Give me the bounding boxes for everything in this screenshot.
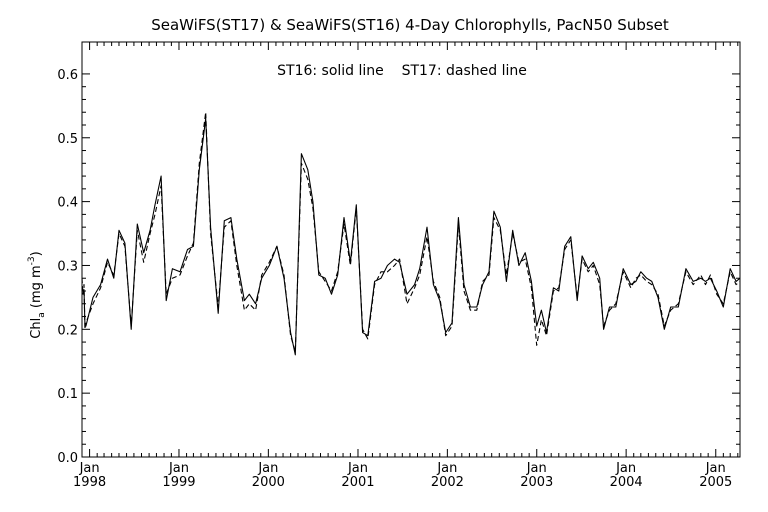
- x-tick-year-label: 2004: [610, 475, 643, 490]
- y-axis-label-units: (mg m: [29, 265, 44, 312]
- x-tick-month-label: Jan: [526, 461, 547, 476]
- plot-frame: [81, 41, 741, 458]
- y-axis-label: Chla (mg m-3): [27, 251, 47, 338]
- x-tick-year-label: 2001: [341, 475, 374, 490]
- legend-annotation: ST16: solid line ST17: dashed line: [277, 63, 527, 79]
- x-tick-month-label: Jan: [79, 461, 100, 476]
- plot-border: [81, 41, 741, 458]
- y-axis-label-close: ): [29, 251, 44, 256]
- y-tick-label: 0.5: [57, 132, 78, 147]
- y-tick-label: 0.0: [57, 451, 78, 466]
- x-tick-month-label: Jan: [257, 461, 278, 476]
- x-tick-year-label: 1998: [73, 475, 106, 490]
- series-line-st16: [81, 118, 741, 356]
- y-tick-label: 0.6: [57, 68, 78, 83]
- x-tick-month-label: Jan: [347, 461, 368, 476]
- y-tick-label: 0.4: [57, 196, 78, 211]
- y-tick-label: 0.2: [57, 323, 78, 338]
- y-tick-label: 0.3: [57, 259, 78, 274]
- x-tick-year-label: 2002: [431, 475, 464, 490]
- series-layer: [81, 111, 741, 356]
- series-line-st17: [81, 111, 741, 353]
- x-tick-month-label: Jan: [705, 461, 726, 476]
- y-axis-label-subscript: a: [37, 312, 47, 318]
- y-axis-label-superscript: -3: [27, 256, 37, 265]
- x-tick-year-label: 2005: [699, 475, 732, 490]
- x-tick-month-label: Jan: [168, 461, 189, 476]
- y-axis: 0.0 0.1 0.2 0.3 0.4 0.5 0.6: [57, 68, 740, 466]
- y-axis-label-main: Chl: [29, 318, 44, 339]
- y-tick-label: 0.1: [57, 387, 78, 402]
- x-axis: Jan1998Jan1999Jan2000Jan2001Jan2002Jan20…: [73, 42, 739, 490]
- x-tick-month-label: Jan: [436, 461, 457, 476]
- chart-title: SeaWiFS(ST17) & SeaWiFS(ST16) 4-Day Chlo…: [151, 16, 669, 34]
- x-tick-year-label: 2000: [252, 475, 285, 490]
- x-tick-year-label: 2003: [520, 475, 553, 490]
- x-tick-month-label: Jan: [615, 461, 636, 476]
- x-tick-year-label: 1999: [162, 475, 195, 490]
